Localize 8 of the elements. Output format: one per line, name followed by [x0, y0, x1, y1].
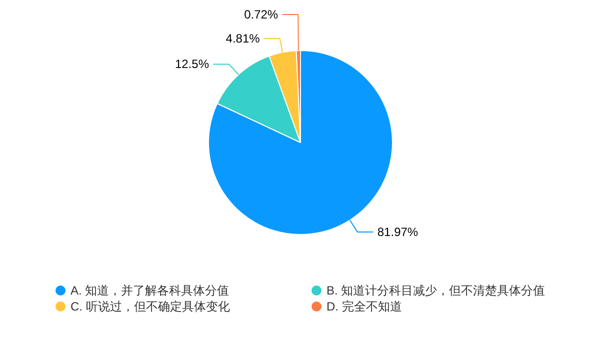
data-label: 12.5% — [174, 57, 210, 72]
legend-label: C. 听说过，但不确定具体变化 — [70, 300, 230, 314]
legend-label: D. 完全不知道 — [326, 300, 402, 314]
legend-label: A. 知道，并了解各科具体分值 — [70, 284, 230, 298]
data-label: 0.72% — [244, 8, 278, 22]
data-label: 81.97% — [377, 224, 418, 239]
data-label: 4.81% — [226, 32, 260, 46]
legend-label: B. 知道计分科目减少，但不清楚具体分值 — [326, 284, 546, 298]
